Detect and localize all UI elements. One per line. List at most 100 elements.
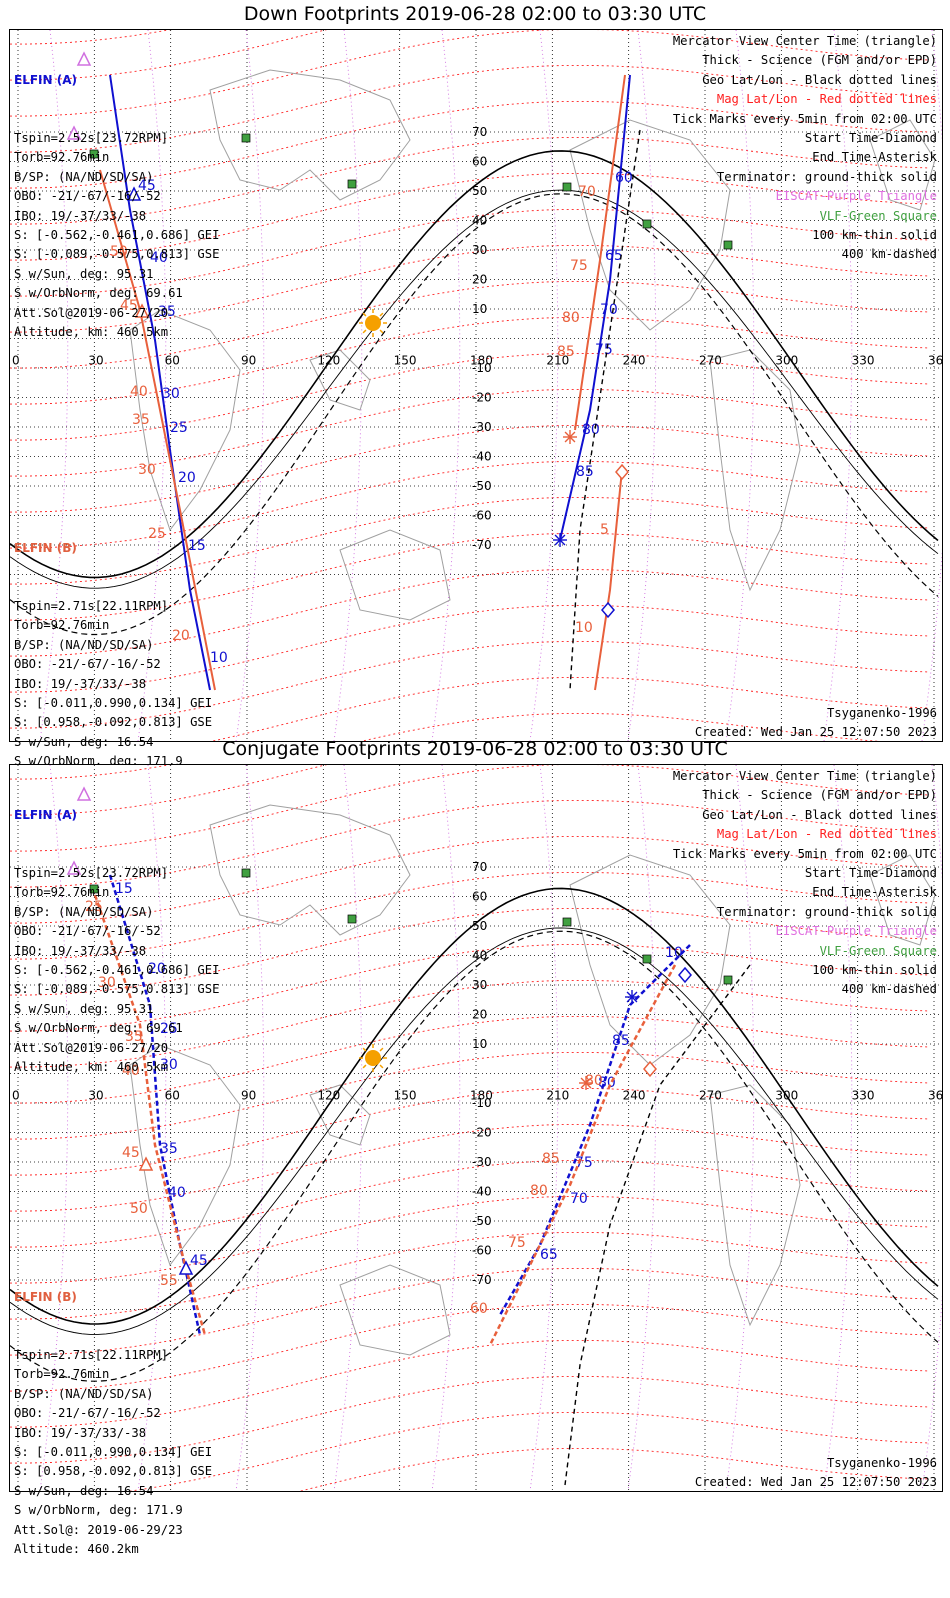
legend-item: EISCAT-Purple Triangle [775, 189, 937, 204]
coastline [129, 309, 241, 532]
mag-lat-line [298, 1447, 931, 1491]
elfin-b-line: B/SP: (NA/ND/SD/SA) [14, 637, 154, 652]
start-diamond [678, 966, 692, 984]
trace-tick-label: 40 [130, 384, 148, 400]
trace-tick-label: 50 [110, 244, 128, 260]
lon-tick-label: 360 [928, 1089, 942, 1103]
trace-tick-label: 65 [540, 1247, 558, 1263]
legend-item: Geo Lat/Lon - Black dotted lines [702, 72, 937, 87]
legend-item: Thick - Science (FGM and/or EPD) [702, 788, 937, 803]
mag-lon-line [627, 765, 657, 1491]
lon-tick-label: 30 [88, 354, 103, 368]
legend: Mercator View Center Time (triangle) Thic… [673, 32, 937, 265]
mag-lat-line [10, 1231, 931, 1320]
elfin-b-line: S: [0.958,-0.092,0.813] GSE [14, 1464, 213, 1479]
lon-tick-label: 300 [775, 1089, 798, 1103]
mag-lat-line [10, 1375, 931, 1464]
lon-tick-label: 180 [470, 354, 493, 368]
trace-tick-label: 40 [168, 1185, 186, 1201]
lat-tick-label: -50 [472, 479, 492, 493]
vlf-station-square [347, 914, 357, 924]
sun-icon [365, 315, 381, 331]
elfin-b-line: S: [-0.011,0.990,0.134] GEI [14, 1445, 213, 1460]
elfin-b-line: S: [0.958,-0.092,0.813] GSE [14, 715, 213, 730]
lat-tick-label: 50 [472, 919, 487, 933]
vlf-station-square [241, 868, 251, 878]
lon-tick-label: 210 [546, 354, 569, 368]
elfin-a-line: Tspin=2.52s[23.72RPM] [14, 131, 169, 146]
mag-lat-line [10, 172, 931, 261]
elfin-b-trace-dashed [569, 129, 641, 691]
mag-lat-line [10, 1303, 931, 1392]
lat-tick-label: 30 [472, 978, 487, 992]
terminator [10, 887, 939, 1325]
lat-tick-label: 70 [472, 125, 487, 139]
coastline [869, 854, 936, 946]
lat-tick-label: -70 [472, 1273, 492, 1287]
elfin-a-line: Altitude, km: 460.5km [14, 1060, 169, 1075]
mag-lat-line [10, 799, 931, 888]
elfin-b-trace-2 [488, 964, 677, 1346]
mag-lat-line [10, 388, 931, 477]
trace-tick-label: 80 [582, 422, 600, 438]
elfin-a-trace-2 [559, 74, 631, 541]
coastline [869, 119, 936, 211]
center-triangle [134, 303, 150, 318]
elfin-a-line: Att.Sol@2019-06-27/20 [14, 305, 169, 320]
terminator [10, 150, 939, 579]
sun-ray [362, 329, 367, 334]
mag-lat-line [10, 765, 931, 852]
lon-tick-label: 30 [88, 1089, 103, 1103]
lat-tick-label: -40 [472, 1185, 492, 1199]
lat-tick-label: -60 [472, 509, 492, 523]
model-name: Tsyganenko-1996 [826, 1456, 937, 1470]
trace-tick-label: 25 [170, 420, 188, 436]
elfin-b-line: Altitude: 460.2km [14, 1542, 139, 1557]
trace-tick-label: 20 [148, 961, 166, 977]
elfin-a-lines: Tspin=2.52s[23.72RPM] Torb=92.76min B/SP: … [14, 864, 219, 1077]
elfin-b-trace-2 [574, 74, 626, 691]
mag-lat-line [10, 871, 931, 960]
mag-lat-line [10, 1339, 931, 1428]
elfin-b-header: ELFIN (B) [14, 540, 77, 555]
mag-lat-line [10, 979, 931, 1068]
trace-tick-label: 65 [605, 248, 623, 264]
center-triangle [126, 186, 142, 201]
mag-lat-line [10, 136, 931, 225]
lat-tick-label: 20 [472, 1008, 487, 1022]
mag-lat-line [10, 1015, 931, 1104]
coastline [709, 349, 801, 592]
mag-lon-line [39, 765, 69, 1491]
mag-lat-line [10, 208, 931, 297]
trace-tick-label: 45 [190, 1253, 208, 1269]
terminator-400km [10, 193, 939, 636]
elfin-a-line: S w/OrbNorm, deg: 69.61 [14, 286, 183, 301]
map-conjugate: 0 30 60 90 120 150 180 210 240 270 300 330 360 70 60 50… [10, 765, 942, 1491]
mag-lat-line [10, 1195, 931, 1284]
legend-item: VLF-Green Square [819, 208, 937, 223]
trace-tick-label: 10 [665, 945, 683, 961]
trace-tick-label: 35 [132, 412, 150, 428]
trace-tick-label: 15 [188, 538, 206, 554]
trace-tick-label: 20 [178, 470, 196, 486]
lat-tick-label: -10 [472, 1096, 492, 1110]
trace-tick-label: 70 [578, 184, 596, 200]
mag-lon-line [431, 765, 461, 1491]
vlf-station-square [89, 884, 99, 894]
mag-lat-line [10, 460, 931, 549]
trace-tick-label: 70 [570, 1191, 588, 1207]
trace-tick-label: 10 [210, 650, 228, 666]
mag-lat-line [10, 532, 931, 621]
lat-tick-label: -30 [472, 1155, 492, 1169]
elfin-a-line: OBO: -21/-67/-16/-52 [14, 924, 161, 939]
lon-tick-label: 0 [12, 1089, 20, 1103]
legend-item: End Time-Asterisk [812, 150, 937, 165]
end-asterisk [554, 534, 566, 546]
trace-tick-label: 10 [575, 620, 593, 636]
created-stamp: Created: Wed Jan 25 12:07:50 2023 [694, 1475, 937, 1489]
sun-ray [379, 329, 384, 334]
lat-tick-label: 40 [472, 214, 487, 228]
elfin-b-line: Tspin=2.71s[22.11RPM] [14, 599, 169, 614]
lon-tick-label: 150 [394, 354, 417, 368]
trace-tick-label: 80 [530, 1183, 548, 1199]
